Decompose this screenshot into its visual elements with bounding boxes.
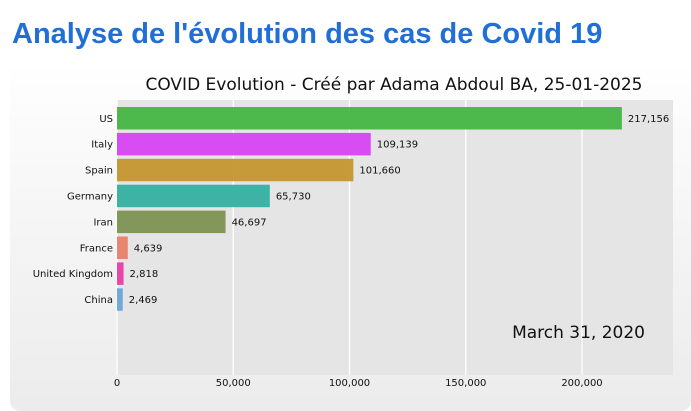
value-label: 2,469: [129, 295, 158, 306]
x-tick-label: 50,000: [216, 378, 251, 389]
bar-us: [117, 107, 622, 130]
chart-title: COVID Evolution - Créé par Adama Abdoul …: [145, 75, 642, 95]
category-label: US: [99, 114, 113, 125]
bars: US 217,156 Italy 109,139 Spain 101,660 Germany…: [33, 107, 669, 311]
bar-france: [117, 236, 128, 259]
bar-germany: [117, 184, 270, 208]
value-label: 217,156: [628, 114, 669, 125]
category-label: Spain: [85, 166, 113, 177]
bar-china: [117, 288, 123, 311]
date-annotation: March 31, 2020: [512, 323, 645, 343]
value-label: 109,139: [377, 140, 418, 151]
category-label: Italy: [91, 140, 113, 151]
value-label: 101,660: [359, 166, 400, 177]
value-label: 2,818: [130, 269, 159, 280]
bar-iran: [117, 210, 226, 234]
bar-italy: [117, 132, 371, 156]
value-label: 4,639: [134, 243, 163, 254]
x-axis: 0 50,000 100,000 150,000 200,000: [114, 378, 603, 389]
category-label: France: [80, 243, 113, 254]
value-label: 46,697: [232, 217, 267, 228]
category-label: Iran: [93, 217, 113, 228]
x-tick-label: 100,000: [329, 378, 370, 389]
x-tick-label: 150,000: [445, 378, 486, 389]
category-label: China: [84, 295, 113, 306]
bar-spain: [117, 158, 354, 182]
category-label: Germany: [67, 191, 113, 202]
bar-united-kingdom: [117, 262, 124, 285]
x-tick-label: 0: [114, 378, 120, 389]
x-tick-label: 200,000: [561, 378, 602, 389]
value-label: 65,730: [276, 191, 311, 202]
page-title: Analyse de l'évolution des cas de Covid …: [12, 18, 603, 50]
category-label: United Kingdom: [33, 269, 113, 280]
